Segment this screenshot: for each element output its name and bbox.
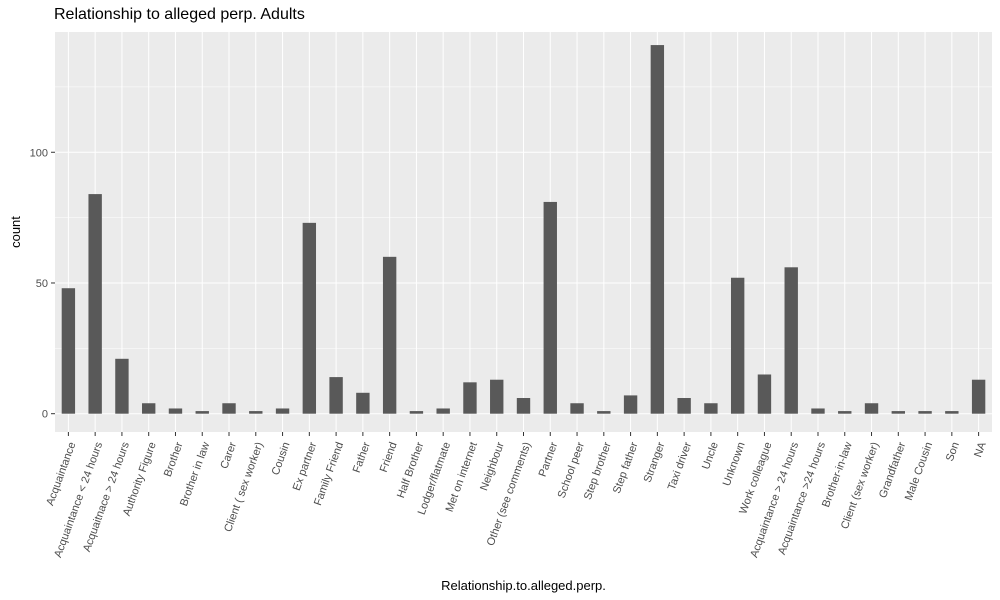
bar — [623, 395, 638, 414]
bar — [864, 403, 879, 414]
bar — [757, 374, 772, 414]
x-tick-label: Taxi driver — [666, 440, 695, 492]
x-tick-label: Step brother — [582, 440, 614, 501]
x-tick-label: NA — [972, 440, 989, 459]
bar — [677, 398, 691, 414]
bar — [195, 411, 209, 414]
x-axis-title: Relationship.to.alleged.perp. — [441, 578, 606, 593]
bars — [61, 45, 986, 414]
bar — [945, 411, 959, 414]
chart-title: Relationship to alleged perp. Adults — [54, 6, 305, 23]
x-tick-label: Unknown — [721, 441, 748, 488]
bar — [811, 408, 825, 414]
bar — [597, 411, 611, 414]
bar — [142, 403, 156, 414]
x-tick-label: Male Cousin — [903, 441, 935, 503]
x-tick-label: Neighbour — [478, 440, 507, 492]
y-tick-label: 100 — [30, 147, 48, 159]
bar — [891, 411, 905, 414]
y-tick-label: 0 — [42, 409, 48, 421]
bar — [436, 408, 450, 414]
bar — [650, 45, 665, 414]
bar — [784, 267, 798, 414]
x-tick-label: School peer — [556, 440, 587, 500]
bar — [918, 411, 932, 414]
bar — [329, 377, 343, 414]
bar — [115, 358, 129, 414]
x-tick-label: Partner — [537, 440, 561, 478]
bar — [971, 379, 986, 414]
bar — [168, 408, 183, 414]
y-axis: 0 50 100 — [30, 147, 55, 421]
x-tick-label: Friend — [378, 441, 400, 474]
bar — [302, 222, 317, 414]
x-tick-label: Ex partner — [291, 440, 320, 492]
x-tick-label: Stranger — [642, 440, 668, 484]
bar — [570, 403, 584, 414]
x-tick-label: Son — [944, 441, 962, 464]
bar — [88, 194, 102, 414]
bar — [275, 408, 290, 414]
x-tick-label: Brother — [162, 440, 186, 478]
bar — [222, 403, 236, 414]
bar — [61, 288, 76, 414]
y-axis-title: count — [8, 216, 23, 248]
bar — [730, 277, 745, 414]
bar — [409, 411, 424, 414]
bar — [382, 256, 397, 414]
bar — [249, 411, 263, 414]
bar — [490, 379, 504, 414]
x-tick-label: Cousin — [270, 441, 293, 477]
bar — [838, 411, 852, 414]
y-tick-label: 50 — [36, 278, 48, 290]
x-tick-label: Grandfather — [877, 440, 908, 500]
x-tick-label: Half Brother — [395, 440, 426, 500]
x-tick-label: Father — [351, 440, 373, 474]
bar — [704, 403, 718, 414]
bar — [543, 201, 557, 414]
bar — [463, 382, 477, 414]
x-tick-label: Carer — [218, 440, 239, 470]
bar — [356, 392, 370, 414]
x-tick-label: Uncle — [700, 441, 721, 472]
bar — [516, 398, 531, 414]
x-tick-label: Step father — [611, 440, 641, 495]
